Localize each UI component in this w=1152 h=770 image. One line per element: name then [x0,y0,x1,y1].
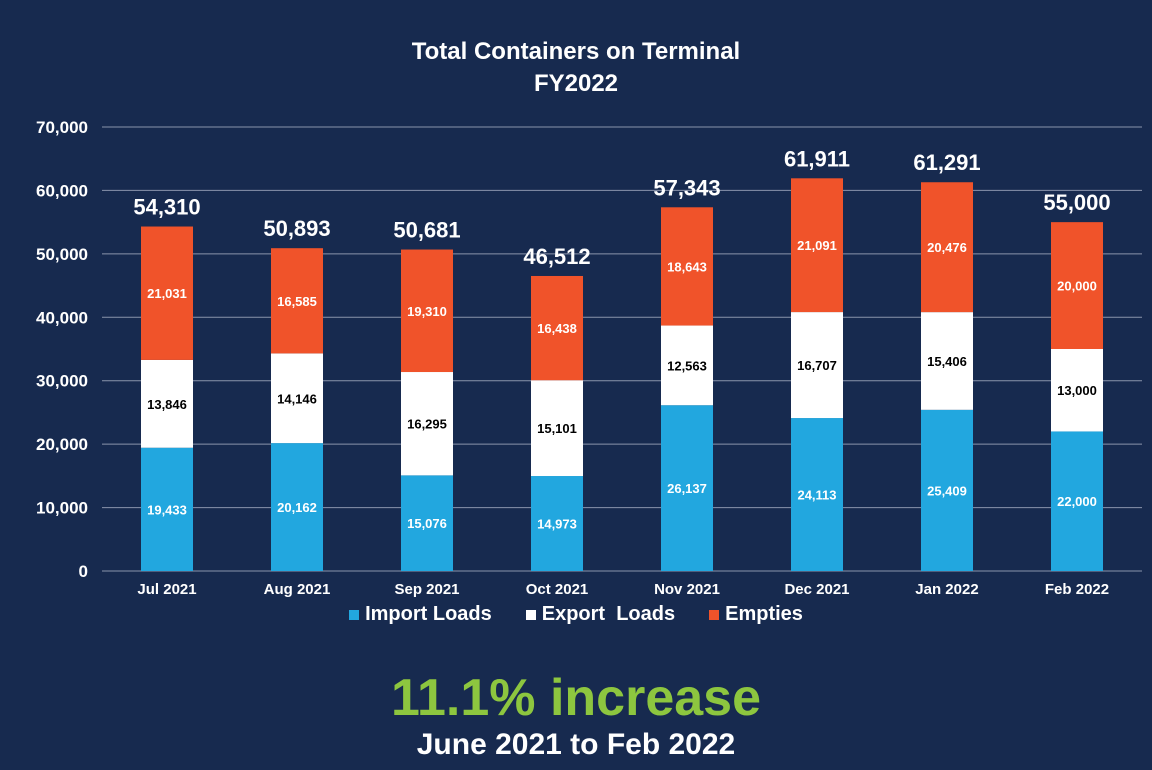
data-label: 15,076 [407,516,447,531]
bar-segment [661,405,713,571]
total-label: 50,681 [393,218,460,243]
bar-segment [661,325,713,406]
bar-segment [531,476,583,571]
bar-segment [401,249,453,373]
bar-segment [1051,349,1103,432]
y-tick-label: 50,000 [36,245,88,264]
total-label: 46,512 [523,244,590,269]
data-label: 19,433 [147,502,187,517]
y-tick-label: 60,000 [36,181,88,200]
data-label: 15,406 [927,354,967,369]
data-label: 19,310 [407,304,447,319]
y-tick-label: 10,000 [36,499,88,518]
bar-segment [401,475,453,571]
legend-swatch-empties [709,609,720,620]
legend-item-import: Import Loads [349,603,492,626]
bar-segment [141,447,193,571]
bar-segment [531,380,583,477]
legend-swatch-import [349,609,360,620]
data-label: 14,973 [537,517,577,532]
bar-segment [791,178,843,313]
data-label: 20,476 [927,240,967,255]
legend-item-export: Export Loads [525,603,676,626]
bar-segment [921,409,973,571]
y-tick-label: 20,000 [36,435,88,454]
bar-segment [531,275,583,381]
data-label: 25,409 [927,483,967,498]
legend-label-empties: Empties [725,603,803,625]
data-label: 22,000 [1057,494,1097,509]
data-label: 13,000 [1057,383,1097,398]
y-tick-label: 70,000 [36,118,88,137]
bar-segment [271,353,323,444]
x-tick-label: Sep 2021 [394,581,459,598]
total-label: 50,893 [263,216,330,241]
data-label: 12,563 [667,358,707,373]
total-label: 61,911 [784,146,850,171]
data-label: 21,031 [147,286,187,301]
total-label: 54,310 [133,195,200,220]
chart-subtitle: FY2022 [533,70,619,97]
bar-segment [141,359,193,448]
legend-label-import: Import Loads [365,603,492,625]
legend-swatch-export [525,609,536,620]
data-label: 16,438 [537,321,577,336]
x-tick-label: Aug 2021 [264,581,331,598]
total-label: 55,000 [1043,190,1110,215]
bar-segment [271,248,323,354]
data-label: 15,101 [537,421,577,436]
data-label: 16,585 [277,294,317,309]
y-tick-label: 30,000 [36,372,88,391]
data-label: 20,000 [1057,279,1097,294]
x-tick-label: Oct 2021 [526,581,589,598]
headline-increase: 11.1% increase [390,669,762,727]
bar-segment [271,443,323,571]
legend-item-empties: Empties [709,603,803,626]
data-label: 20,162 [277,500,317,515]
data-label: 24,113 [797,488,836,503]
bar-segment [661,207,713,326]
bar-segment [791,312,843,419]
bar-segment [791,418,843,571]
data-label: 26,137 [667,481,707,496]
data-label: 16,295 [407,417,447,432]
total-label: 61,291 [913,150,980,175]
x-tick-label: Feb 2022 [1045,581,1109,598]
x-tick-label: Jan 2022 [915,581,978,598]
x-tick-label: Dec 2021 [784,581,849,598]
data-label: 13,846 [147,397,187,412]
legend-label-export: Export Loads [541,603,676,625]
y-tick-label: 40,000 [36,308,88,327]
bar-segment [401,372,453,476]
headline-period: June 2021 to Feb 2022 [416,728,736,761]
bar-segment [1051,431,1103,571]
x-tick-label: Jul 2021 [137,581,196,598]
y-tick-label: 0 [79,562,88,581]
bar-segment [921,312,973,410]
data-label: 21,091 [797,238,837,253]
stacked-bar-chart: 0 10,000 20,000 30,000 40,000 50,000 60,000 70,… [36,118,1142,598]
data-label: 16,707 [797,358,837,373]
bar-segment [141,226,193,360]
bar-segment [1051,222,1103,349]
data-label: 18,643 [667,259,707,274]
chart-title: Total Containers on Terminal [411,38,741,65]
chart-legend: Import Loads Export Loads Empties [0,603,1152,626]
x-tick-label: Nov 2021 [654,581,720,598]
total-label: 57,343 [653,175,720,200]
bar-segment [921,182,973,313]
data-label: 14,146 [277,391,317,406]
